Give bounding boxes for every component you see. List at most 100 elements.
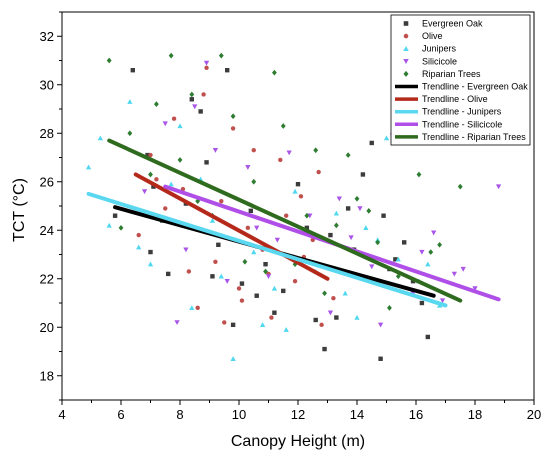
- y-tick-label: 24: [40, 223, 54, 238]
- point-junipers: [251, 249, 257, 255]
- legend-label-trendline-evergreen-oak: Trendline - Evergreen Oak: [422, 82, 528, 92]
- point-riparian-trees: [218, 52, 224, 59]
- point-junipers: [230, 356, 236, 361]
- point-evergreen-oak: [263, 262, 268, 267]
- x-tick-label: 16: [409, 407, 423, 422]
- point-riparian-trees: [313, 147, 319, 154]
- point-riparian-trees: [168, 52, 174, 59]
- point-olive: [204, 65, 209, 70]
- point-riparian-trees: [304, 212, 310, 219]
- point-olive: [148, 152, 153, 158]
- point-junipers: [271, 285, 278, 291]
- point-riparian-trees: [242, 258, 248, 265]
- point-riparian-trees: [416, 171, 422, 178]
- point-evergreen-oak: [130, 68, 135, 73]
- point-olive: [186, 269, 192, 274]
- point-olive: [195, 305, 200, 311]
- point-olive: [213, 259, 218, 264]
- trendline-trendline-olive: [133, 172, 330, 281]
- y-tick-label: 22: [40, 271, 54, 286]
- point-evergreen-oak: [425, 334, 430, 340]
- legend-label-trendline-silicicole: Trendline - Silicicole: [422, 119, 502, 129]
- legend: Evergreen Oak Olive Junipers Silicicole Ripa…: [390, 14, 531, 146]
- point-silicicole: [141, 189, 148, 195]
- point-olive: [201, 92, 206, 97]
- point-olive: [284, 213, 289, 218]
- point-riparian-trees: [189, 91, 195, 98]
- point-riparian-trees: [118, 224, 124, 231]
- point-riparian-trees: [280, 123, 286, 129]
- x-tick-label: 20: [527, 407, 541, 422]
- point-evergreen-oak: [112, 213, 118, 218]
- point-olive: [245, 225, 251, 231]
- point-riparian-trees: [230, 113, 236, 120]
- point-silicicole: [203, 60, 210, 66]
- point-riparian-trees: [437, 241, 443, 248]
- point-silicicole: [224, 278, 230, 284]
- point-riparian-trees: [292, 261, 298, 268]
- point-junipers: [333, 210, 339, 216]
- y-tick-label: 30: [40, 77, 54, 92]
- point-silicicole: [174, 320, 180, 326]
- point-silicicole: [245, 165, 251, 170]
- x-axis-label: Canopy Height (m): [231, 433, 365, 450]
- point-evergreen-oak: [204, 160, 209, 165]
- point-silicicole: [265, 274, 272, 279]
- legend-marker-junipers: [403, 45, 409, 51]
- x-tick-label: 8: [176, 407, 183, 422]
- point-evergreen-oak: [393, 257, 398, 262]
- trendline-trendline-junipers: [86, 191, 448, 308]
- point-olive: [230, 126, 236, 131]
- point-silicicole: [419, 249, 425, 255]
- legend-marker-olive: [403, 33, 409, 39]
- legend-label-trendline-riparian-trees: Trendline - Riparian Trees: [422, 132, 526, 142]
- x-tick-label: 4: [58, 407, 65, 422]
- point-olive: [163, 206, 168, 211]
- point-riparian-trees: [354, 195, 360, 202]
- point-riparian-trees: [387, 304, 392, 311]
- point-junipers: [354, 314, 360, 320]
- x-tick-label: 12: [291, 407, 305, 422]
- point-evergreen-oak: [216, 242, 221, 247]
- point-evergreen-oak: [328, 232, 333, 238]
- legend-label-riparian-trees: Riparian Trees: [422, 69, 481, 79]
- point-silicicole: [348, 235, 354, 241]
- y-tick-label: 20: [40, 320, 54, 335]
- point-silicicole: [307, 213, 313, 219]
- point-silicicole: [286, 150, 292, 156]
- x-tick-label: 10: [232, 407, 246, 422]
- point-silicicole: [495, 184, 502, 190]
- point-evergreen-oak: [334, 315, 339, 320]
- point-silicicole: [254, 225, 260, 231]
- point-silicicole: [274, 237, 280, 243]
- x-tick-label: 6: [117, 407, 124, 422]
- point-riparian-trees: [251, 178, 257, 185]
- trendline-trendline-riparian-trees: [107, 138, 463, 303]
- point-evergreen-oak: [313, 317, 318, 323]
- point-riparian-trees: [457, 183, 463, 190]
- point-olive: [239, 298, 245, 303]
- legend-label-evergreen-oak: Evergreen Oak: [422, 19, 483, 29]
- point-riparian-trees: [271, 69, 277, 76]
- point-silicicole: [357, 206, 363, 212]
- point-olive: [331, 295, 336, 301]
- point-olive: [222, 320, 227, 325]
- point-olive: [219, 198, 224, 204]
- point-junipers: [218, 273, 224, 279]
- point-olive: [292, 278, 298, 284]
- point-silicicole: [439, 298, 446, 304]
- point-evergreen-oak: [210, 274, 215, 279]
- point-evergreen-oak: [230, 322, 236, 328]
- point-riparian-trees: [333, 222, 339, 229]
- point-junipers: [85, 164, 92, 170]
- point-riparian-trees: [395, 273, 401, 280]
- point-olive: [251, 148, 256, 153]
- point-olive: [278, 157, 283, 163]
- point-silicicole: [460, 266, 466, 272]
- point-silicicole: [336, 196, 342, 202]
- point-riparian-trees: [375, 239, 381, 246]
- point-evergreen-oak: [381, 213, 386, 218]
- point-evergreen-oak: [360, 172, 366, 177]
- point-junipers: [383, 135, 390, 141]
